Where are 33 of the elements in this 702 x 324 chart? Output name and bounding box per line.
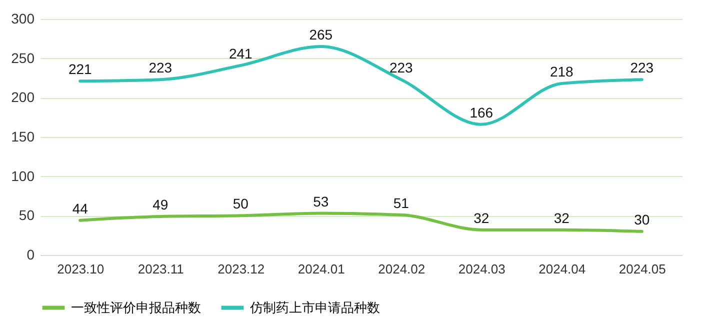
data-label: 53 bbox=[313, 193, 329, 210]
data-label: 223 bbox=[630, 60, 654, 76]
x-tick-label: 2023.12 bbox=[218, 262, 265, 276]
data-label: 223 bbox=[148, 60, 172, 76]
data-label: 30 bbox=[634, 211, 650, 228]
data-label: 241 bbox=[228, 45, 253, 62]
y-tick-label: 0 bbox=[26, 246, 35, 262]
data-label: 44 bbox=[72, 200, 88, 216]
data-label: 51 bbox=[393, 194, 410, 211]
legend-label: 仿制药上市申请品种数 bbox=[249, 300, 380, 315]
x-tick-label: 2024.01 bbox=[298, 262, 345, 276]
data-label: 166 bbox=[470, 104, 494, 120]
data-label: 218 bbox=[550, 64, 574, 80]
y-tick-label: 100 bbox=[11, 168, 35, 184]
data-label: 32 bbox=[554, 210, 570, 226]
x-tick-label: 2023.11 bbox=[138, 262, 184, 276]
data-label: 221 bbox=[68, 61, 92, 78]
y-tick-label: 150 bbox=[11, 128, 35, 144]
y-tick-label: 250 bbox=[11, 50, 35, 66]
data-label: 265 bbox=[309, 26, 333, 43]
data-label: 223 bbox=[389, 60, 414, 76]
y-tick-label: 50 bbox=[18, 207, 35, 224]
y-tick-label: 300 bbox=[11, 10, 35, 26]
x-tick-label: 2024.02 bbox=[378, 262, 426, 276]
y-tick-label: 200 bbox=[11, 89, 35, 106]
x-tick-label: 2023.10 bbox=[57, 262, 104, 276]
data-label: 50 bbox=[232, 196, 249, 212]
data-label: 32 bbox=[474, 210, 490, 226]
data-label: 49 bbox=[152, 196, 168, 212]
x-tick-label: 2024.05 bbox=[618, 262, 666, 276]
x-tick-label: 2024.04 bbox=[538, 262, 586, 276]
legend-label: 一致性评价申报品种数 bbox=[71, 300, 201, 315]
x-tick-label: 2024.03 bbox=[458, 262, 506, 276]
